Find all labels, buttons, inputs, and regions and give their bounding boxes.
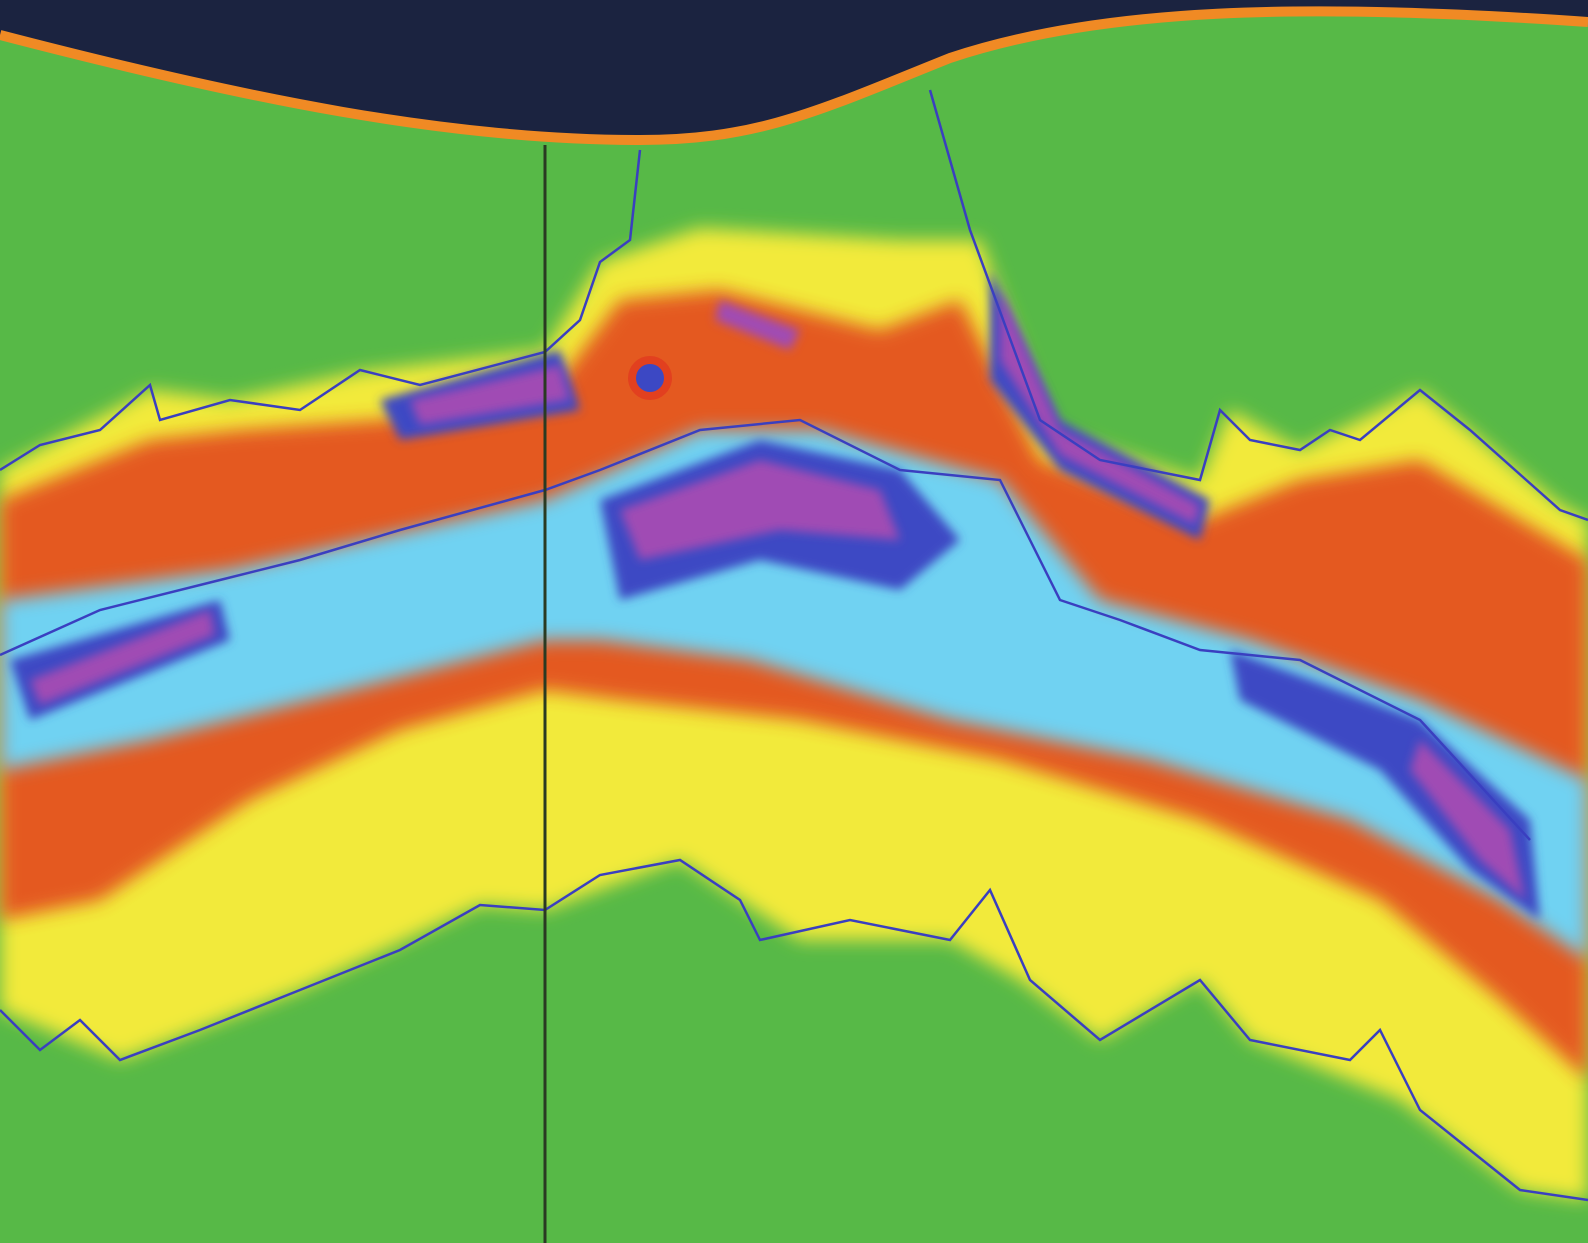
- header-wave-border: [0, 6, 1588, 146]
- anomaly: [0, 228, 1588, 1200]
- blue-blob: [628, 356, 672, 400]
- horizon-outlines: [0, 89, 1588, 1202]
- red-zone: [0, 290, 1588, 1080]
- right-outline: [928, 89, 1588, 522]
- upper-outline: [0, 149, 642, 472]
- lightblue-band: [0, 430, 1588, 960]
- lower-outline: [0, 858, 1588, 1202]
- middle-outline: [0, 418, 1531, 841]
- header-wave: [0, 0, 1588, 140]
